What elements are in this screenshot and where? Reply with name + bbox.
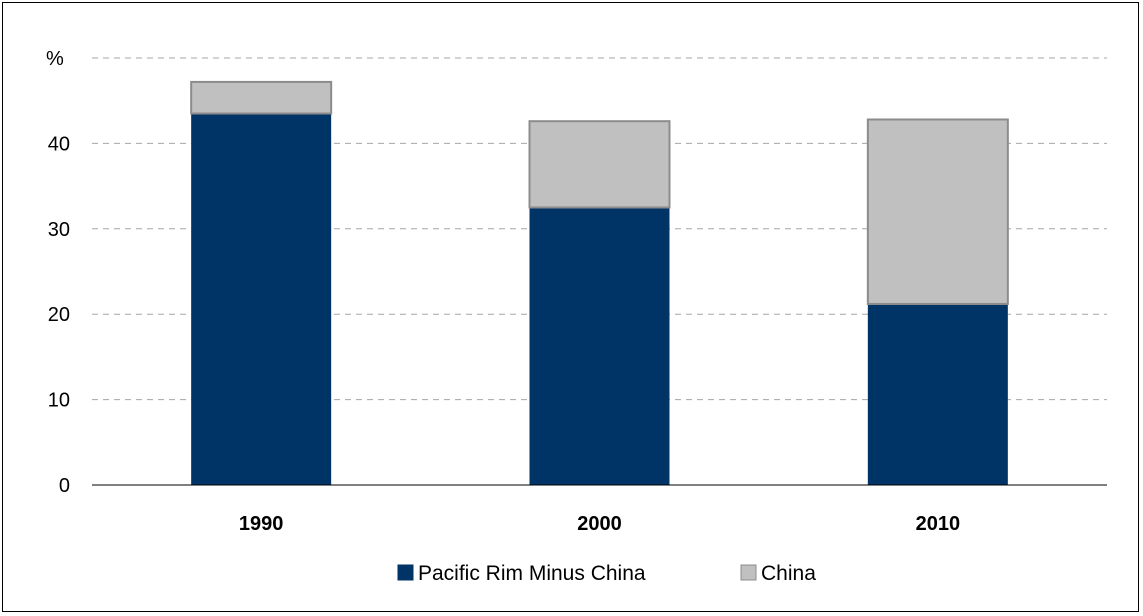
- y-axis-unit-label: %: [46, 48, 64, 70]
- legend-swatch: [740, 564, 757, 581]
- bars: [190, 80, 1009, 485]
- y-tick-label: 40: [48, 133, 70, 155]
- bar-segment-pacific-rim-minus-china-1990: [191, 113, 332, 485]
- legend-label: China: [761, 562, 816, 585]
- y-tick-label: 0: [59, 475, 70, 497]
- bar-segment-pacific-rim-minus-china-2010: [867, 303, 1008, 485]
- y-tick-labels: 0 10 20 30 40: [48, 133, 70, 497]
- x-tick-label: 1990: [239, 513, 284, 535]
- bar-segment-china-1990: [190, 80, 333, 115]
- legend-swatch: [397, 564, 414, 581]
- y-tick-label: 20: [48, 304, 70, 326]
- y-tick-label: 30: [48, 219, 70, 241]
- bar-segment-china-2010: [866, 118, 1009, 305]
- x-tick-label: 2000: [577, 513, 622, 535]
- bar-segment-pacific-rim-minus-china-2000: [529, 207, 670, 485]
- legend: Pacific Rim Minus China China: [397, 562, 816, 585]
- y-tick-label: 10: [48, 390, 70, 412]
- x-tick-label: 2010: [916, 513, 961, 535]
- x-tick-labels: 1990 2000 2010: [239, 513, 960, 535]
- bar-segment-china-2000: [528, 120, 671, 209]
- legend-label: Pacific Rim Minus China: [418, 562, 646, 585]
